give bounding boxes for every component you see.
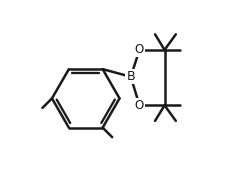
Text: O: O bbox=[135, 99, 144, 112]
Text: B: B bbox=[126, 70, 135, 83]
Text: O: O bbox=[135, 43, 144, 56]
